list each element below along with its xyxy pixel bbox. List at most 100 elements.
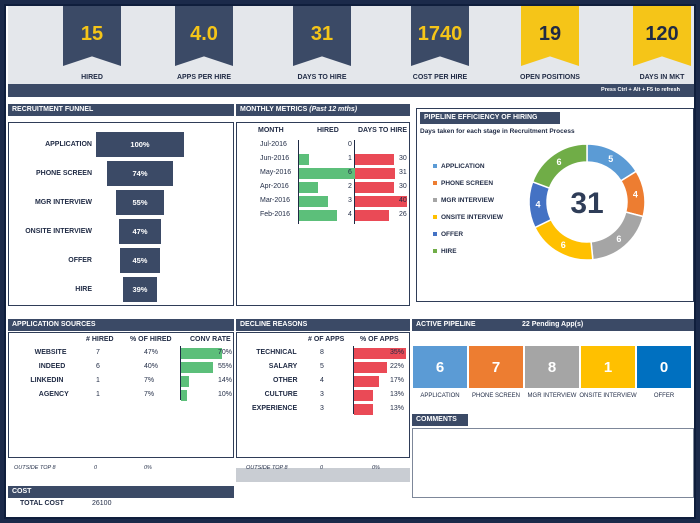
cost-title: COST (8, 486, 234, 498)
monthly-title-text: MONTHLY METRICS (240, 106, 308, 113)
monthly-month: Feb-2016 (260, 211, 290, 218)
decline-name: CULTURE (264, 391, 298, 398)
monthly-month: Apr-2016 (260, 183, 289, 190)
kpi-apps-per-hire: 4.0 APPS PER HIRE (175, 6, 233, 82)
legend-swatch (433, 249, 437, 254)
sources-col-conv: CONV RATE (190, 336, 231, 343)
pipeline-tile-onsite-interview: 1 (581, 346, 635, 388)
funnel-bar: 47% (119, 219, 161, 244)
source-conv-value: 10% (218, 391, 233, 398)
source-conv-bar (181, 376, 190, 387)
kpi-ribbon: 31 (293, 6, 351, 66)
decline-name: SALARY (268, 363, 298, 370)
source-hired: 1 (96, 377, 100, 384)
total-cost-label: TOTAL COST (20, 500, 64, 507)
source-conv-value: 70% (218, 349, 233, 356)
source-conv-value: 55% (218, 363, 233, 370)
sources-col-hired: # HIRED (86, 336, 114, 343)
monthly-month: Jul-2016 (260, 141, 287, 148)
legend-label: ONSITE INTERVIEW (441, 214, 503, 221)
kpi-ribbon: 19 (521, 6, 579, 66)
legend-swatch (433, 215, 437, 220)
source-name: INDEED (38, 363, 66, 370)
decline-footer-band (236, 468, 410, 482)
legend-swatch (433, 164, 437, 169)
pipeline-eff-title: PIPELINE EFFICIENCY OF HIRING (420, 112, 560, 124)
monthly-days-value: 31 (399, 169, 407, 176)
monthly-hired-value: 1 (348, 155, 352, 162)
monthly-axis-hired (298, 140, 299, 224)
legend-item: APPLICATION (433, 163, 485, 170)
kpi-label: APPS PER HIRE (176, 74, 232, 81)
monthly-hired-value: 3 (348, 197, 352, 204)
source-pct: 7% (144, 377, 155, 384)
decline-apps: 4 (320, 377, 324, 384)
source-hired: 7 (96, 349, 100, 356)
legend-item: MGR INTERVIEW (433, 197, 494, 204)
donut-slice-label: 6 (557, 157, 562, 167)
decline-pct-value: 13% (390, 391, 405, 398)
source-name: AGENCY (38, 391, 69, 398)
source-pct: 40% (144, 363, 159, 370)
legend-swatch (433, 181, 437, 186)
monthly-hired-bar (299, 182, 318, 193)
decline-name: EXPERIENCE (252, 405, 298, 412)
source-conv-bar (181, 390, 187, 401)
pipeline-tile-phone-screen: 7 (469, 346, 523, 388)
pipeline-tile-label: APPLICATION (420, 393, 460, 399)
decline-name: OTHER (273, 377, 298, 384)
comments-box[interactable] (412, 428, 694, 498)
monthly-col-month: MONTH (258, 127, 284, 134)
kpi-open-positions: 19 OPEN POSITIONS (520, 6, 580, 82)
kpi-value: 31 (310, 23, 334, 45)
source-conv-bar (181, 348, 222, 359)
funnel-stage-label: APPLICATION (45, 141, 92, 148)
pipeline-tile-application: 6 (413, 346, 467, 388)
donut-center-value: 31 (570, 187, 603, 220)
funnel-stage-label: HIRE (75, 286, 92, 293)
legend-item: ONSITE INTERVIEW (433, 214, 503, 221)
kpi-value: 4.0 (190, 23, 218, 45)
header-band (8, 6, 694, 84)
decline-pct-value: 13% (390, 405, 405, 412)
kpi-cost-per-hire: 1740 COST PER HIRE (411, 6, 469, 82)
monthly-title: MONTHLY METRICS (Past 12 mths) (236, 104, 410, 116)
decline-pct-bar (354, 362, 387, 373)
legend-label: PHONE SCREEN (441, 180, 494, 187)
monthly-month: May-2016 (260, 169, 292, 176)
funnel-bar: 39% (122, 277, 158, 302)
monthly-hired-bar (299, 154, 309, 165)
monthly-hired-value: 2 (348, 183, 352, 190)
sources-title: APPLICATION SOURCES (8, 319, 234, 331)
decline-axis (353, 346, 354, 414)
monthly-days-bar (355, 210, 389, 221)
funnel-bar: 55% (115, 190, 165, 215)
legend-swatch (433, 232, 437, 237)
kpi-label: DAYS IN MKT (639, 74, 685, 81)
donut-slice-label: 6 (616, 234, 621, 244)
source-hired: 1 (96, 391, 100, 398)
donut-slice-hire (531, 143, 588, 190)
sources-col-pct: % OF HIRED (130, 336, 172, 343)
source-pct: 7% (144, 391, 155, 398)
legend-item: PHONE SCREEN (433, 180, 493, 187)
source-conv-bar (181, 362, 213, 373)
monthly-hired-value: 6 (348, 169, 352, 176)
monthly-days-value: 40 (399, 197, 407, 204)
kpi-value: 15 (80, 23, 104, 45)
decline-pct-bar (354, 404, 374, 415)
legend-item: HIRE (433, 248, 457, 255)
donut-slice-label: 6 (561, 240, 566, 250)
kpi-ribbon: 120 (633, 6, 691, 66)
decline-outside-pct: 0% (372, 465, 380, 471)
decline-pct-bar (354, 390, 374, 401)
pipeline-eff-subtitle: Days taken for each stage in Recruitment… (420, 128, 575, 135)
comments-title: COMMENTS (412, 414, 468, 426)
kpi-ribbon: 15 (63, 6, 121, 66)
monthly-days-value: 26 (399, 211, 407, 218)
monthly-hired-value: 0 (348, 141, 352, 148)
kpi-label: HIRED (81, 74, 103, 81)
sources-outside-hired: 0 (94, 465, 98, 471)
monthly-col-hired: HIRED (317, 127, 339, 134)
decline-col-pct: % OF APPS (360, 336, 399, 343)
